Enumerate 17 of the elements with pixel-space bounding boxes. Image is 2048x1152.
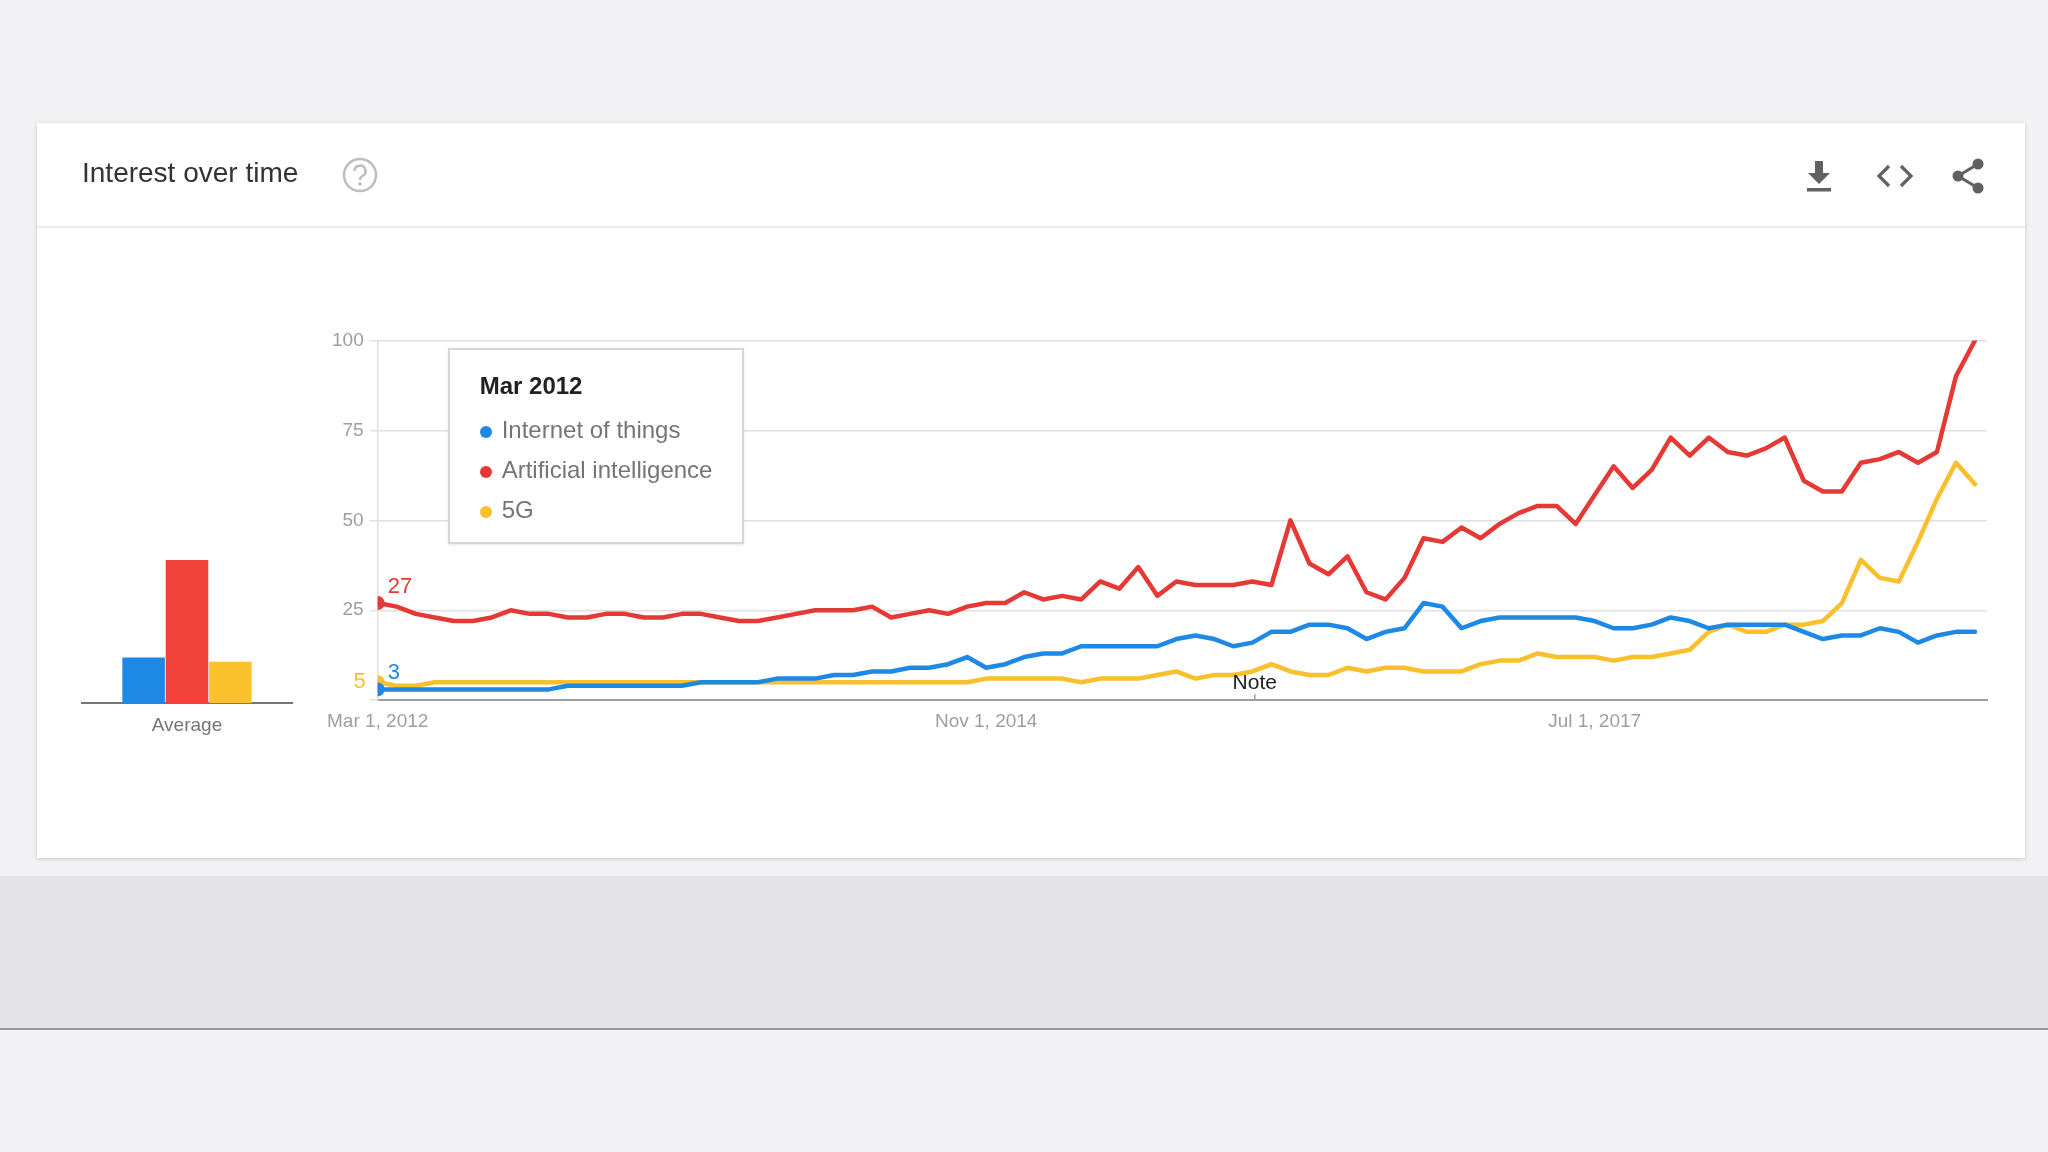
y-tick-label: 100 [331,328,364,350]
x-tick-label: Nov 1, 2014 [934,709,1038,731]
legend-label: Artificial intelligence [500,456,713,485]
x-tick-label: Average [151,713,223,735]
chart-title: Interest over time [82,157,299,189]
legend-title: Mar 2012 [479,372,584,401]
data-label: 27 [387,573,413,599]
legend-label: 5G [500,496,534,525]
y-tick-label: 75 [342,418,364,440]
y-tick-label: 25 [342,598,364,620]
legend-label: Internet of things [500,416,681,445]
x-tick-label: Mar 1, 2012 [326,709,429,731]
annotation: Note [1232,670,1277,694]
data-label: 5 [353,668,366,694]
data-label: 3 [387,659,400,685]
x-tick-label: Jul 1, 2017 [1548,709,1642,731]
y-tick-label: 50 [342,508,364,530]
